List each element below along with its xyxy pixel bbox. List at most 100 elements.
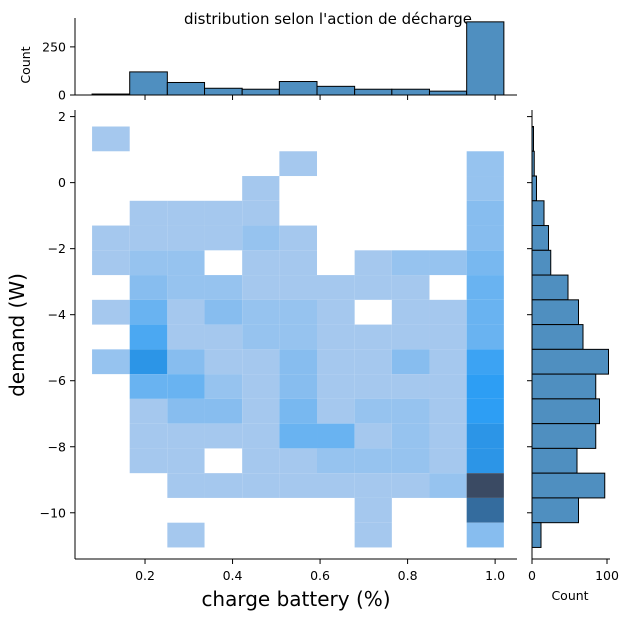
heat-cell xyxy=(391,448,430,474)
right-hist-bar xyxy=(531,447,578,474)
heat-cell xyxy=(391,349,430,375)
heat-cell xyxy=(167,200,205,226)
top-marginal-ylabel: Count xyxy=(18,46,33,83)
heat-cell xyxy=(466,398,504,424)
top-y-tick-label: 250 xyxy=(42,39,66,54)
heat-cell xyxy=(466,522,504,548)
top-hist-bar xyxy=(391,88,430,96)
heat-cell xyxy=(167,374,205,399)
x-tick-label: 0.8 xyxy=(398,568,418,583)
heat-cell xyxy=(279,250,318,276)
heat-cell xyxy=(242,349,280,375)
heat-cell xyxy=(354,497,392,523)
heat-cell xyxy=(354,398,392,424)
heat-cell xyxy=(391,473,430,498)
right-x-tick-label: 100 xyxy=(595,568,619,583)
main-axes: charge battery (%) demand (W) 0.2 0.4 0.6 0… xyxy=(5,109,517,611)
x-tick-label: 0.2 xyxy=(135,568,155,583)
heat-cell xyxy=(391,374,430,399)
heat-cell xyxy=(317,275,355,300)
heat-cell xyxy=(129,200,168,226)
y-tick-label: −10 xyxy=(40,505,66,520)
heat-cell xyxy=(466,497,504,523)
heat-cell xyxy=(204,200,243,226)
right-marginal-axes: Count 0 100 xyxy=(527,110,619,603)
right-hist-bar xyxy=(531,200,545,227)
heat-cell xyxy=(466,324,504,350)
right-hist-bar xyxy=(531,175,537,202)
right-hist-bar xyxy=(531,373,597,400)
heat-cell xyxy=(167,275,205,300)
top-hist-bar xyxy=(204,87,243,96)
heat-cell xyxy=(391,398,430,424)
heat-cell xyxy=(466,225,504,251)
heat-cell xyxy=(167,522,205,548)
heat-cell xyxy=(466,473,504,498)
right-marginal-histogram xyxy=(531,126,609,548)
right-hist-bar xyxy=(531,324,584,350)
x-axis-label: charge battery (%) xyxy=(201,587,390,611)
right-hist-bar xyxy=(531,423,597,449)
heat-cell xyxy=(279,398,318,424)
heat-cell xyxy=(466,299,504,325)
top-y-tick-label: 0 xyxy=(58,88,66,103)
heat-cell xyxy=(242,423,280,449)
right-marginal-xlabel: Count xyxy=(551,588,588,603)
heat-cell xyxy=(279,324,318,350)
top-hist-bar xyxy=(466,21,505,96)
x-tick-label: 1.0 xyxy=(485,568,505,583)
heat-cell xyxy=(242,275,280,300)
right-hist-bar xyxy=(531,348,609,375)
heat-cell xyxy=(354,275,392,300)
y-tick-label: −4 xyxy=(48,307,66,322)
heat-cell xyxy=(466,176,504,201)
heat-cell xyxy=(466,151,504,177)
heat-cell xyxy=(167,423,205,449)
top-hist-bar xyxy=(129,71,168,96)
heat-cell xyxy=(317,374,355,399)
chart-title: distribution selon l'action de décharge xyxy=(184,10,472,28)
top-hist-bar xyxy=(316,85,356,96)
heat-cell xyxy=(242,250,280,276)
heat-cell xyxy=(279,299,318,325)
right-hist-bar xyxy=(531,225,549,251)
heat-cell xyxy=(204,299,243,325)
heat-cell xyxy=(167,448,205,474)
heat-cell xyxy=(429,299,467,325)
heat-cell xyxy=(466,374,504,399)
heat-cell xyxy=(129,324,168,350)
heat-cell xyxy=(279,225,318,251)
top-hist-bar xyxy=(241,88,280,96)
heat-cell xyxy=(354,374,392,399)
right-hist-bar xyxy=(531,299,579,326)
heat-cell xyxy=(242,473,280,498)
heat-cell xyxy=(317,324,355,350)
heat-cell xyxy=(429,423,467,449)
heat-cell xyxy=(242,200,280,226)
heat-cell xyxy=(429,324,467,350)
heat-cell xyxy=(279,448,318,474)
heat-cell xyxy=(354,522,392,548)
heat-cell xyxy=(204,473,243,498)
heat-cell xyxy=(429,473,467,498)
heat-cell xyxy=(279,423,318,449)
heat-cell xyxy=(354,448,392,474)
heat-cell xyxy=(317,473,355,498)
x-tick-label: 0.4 xyxy=(223,568,243,583)
heat-cell xyxy=(317,398,355,424)
heat-cell xyxy=(129,448,168,474)
top-hist-bar xyxy=(278,81,318,96)
heat-cell xyxy=(167,398,205,424)
heat-cell xyxy=(354,349,392,375)
heat-cell xyxy=(129,423,168,449)
x-tick-label: 0.6 xyxy=(310,568,330,583)
heat-cell xyxy=(129,225,168,251)
top-marginal-histogram xyxy=(91,21,505,96)
heat-cell xyxy=(429,349,467,375)
heat-cell xyxy=(204,374,243,399)
heat-cell xyxy=(242,374,280,399)
heat-cell xyxy=(317,448,355,474)
heat-cell xyxy=(279,374,318,399)
top-marginal-axes: Count 0 250 xyxy=(18,18,517,103)
